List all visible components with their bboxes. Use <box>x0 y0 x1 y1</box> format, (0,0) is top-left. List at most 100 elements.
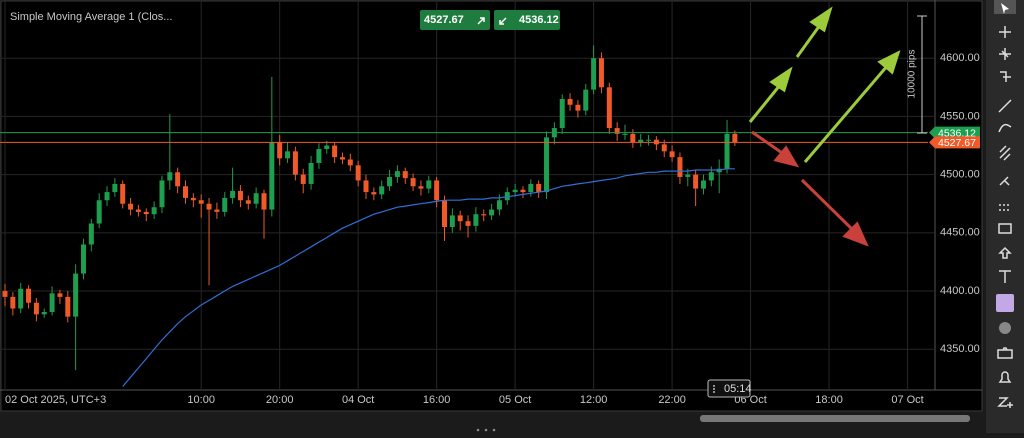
candle-body <box>190 197 196 201</box>
candle-body <box>410 178 416 187</box>
candle-body <box>536 183 542 193</box>
x-tick-label: 18:00 <box>815 394 843 406</box>
candle-body <box>700 180 706 189</box>
candle-body <box>465 221 471 226</box>
candle-body <box>49 293 55 312</box>
candle-body <box>10 296 16 309</box>
candle-body <box>724 133 730 169</box>
candle-body <box>339 157 345 160</box>
candle-body <box>441 200 447 228</box>
candle-body <box>489 209 495 216</box>
candle-body <box>559 98 565 129</box>
candle-body <box>363 180 369 193</box>
candle-body <box>394 171 400 177</box>
candle-body <box>575 104 581 111</box>
candle-body <box>614 128 620 134</box>
candle-body <box>324 145 330 150</box>
candle-body <box>520 189 526 193</box>
tool-alert[interactable] <box>998 371 1012 383</box>
candle-body <box>198 200 204 204</box>
candle-body <box>387 176 393 187</box>
candle-body <box>732 133 738 143</box>
grid: 4350.00 4400.00 4450.00 4500.00 4550.00 4600.… <box>0 0 982 406</box>
tool-color[interactable] <box>996 294 1014 312</box>
countdown: 05:14 <box>707 379 752 398</box>
candle-body <box>583 89 589 111</box>
candle-body <box>230 190 236 198</box>
tool-crosshair[interactable] <box>999 26 1011 38</box>
candle-body <box>96 200 102 224</box>
candle-body <box>512 189 518 193</box>
candle-body <box>316 149 322 163</box>
candle-body <box>544 137 550 193</box>
candle-body <box>285 151 291 159</box>
candle-body <box>708 172 714 181</box>
x-tick-label: 10:00 <box>187 394 215 406</box>
tool-width[interactable] <box>999 322 1011 334</box>
y-tick-label: 4600.00 <box>940 52 980 64</box>
tool-lines[interactable] <box>1000 71 1011 82</box>
toolbar <box>986 0 1024 433</box>
candle-body <box>379 186 385 195</box>
candle-body <box>355 165 361 181</box>
legend-entry: Simple Moving Average 1 (Clos... <box>10 11 172 23</box>
scrollbar[interactable] <box>0 412 982 432</box>
tool-levels[interactable] <box>999 204 1011 211</box>
tool-zoom[interactable] <box>997 397 1013 408</box>
buy-button[interactable] <box>494 10 560 30</box>
candle-body <box>128 203 134 210</box>
candle-body <box>2 291 8 297</box>
candle-body <box>65 296 71 317</box>
y-tick-label: 4450.00 <box>940 227 980 239</box>
candle-body <box>591 58 597 90</box>
y-tick-label: 4400.00 <box>940 285 980 297</box>
scroll-thumb[interactable] <box>700 415 970 422</box>
candle-body <box>677 157 683 177</box>
candle-body <box>245 200 251 204</box>
x-tick-label: 22:00 <box>658 394 686 406</box>
candle-body <box>481 214 487 216</box>
x-tick-label: 16:00 <box>423 394 451 406</box>
candle-body <box>269 142 275 210</box>
x-tick-label: 05 Oct <box>499 394 531 406</box>
measure-label: 10000 pips <box>907 50 918 99</box>
candle-body <box>496 200 502 210</box>
candle-body <box>80 244 86 274</box>
tool-trendline[interactable] <box>998 99 1012 113</box>
tool-channel[interactable] <box>999 145 1011 161</box>
candle-body <box>418 186 424 189</box>
annotations: 10000 pips <box>748 6 927 247</box>
candle-body <box>622 133 628 135</box>
candle-body <box>26 288 32 303</box>
candle-body <box>292 151 298 175</box>
tool-point[interactable] <box>999 48 1011 60</box>
candle-body <box>473 214 479 226</box>
x-tick-label: 12:00 <box>580 394 608 406</box>
tool-text[interactable] <box>999 270 1011 283</box>
candle-body <box>159 180 165 208</box>
tool-fib[interactable] <box>999 176 1010 186</box>
candle-body <box>606 87 612 129</box>
x-tick-label: 04 Oct <box>342 394 374 406</box>
candle-body <box>347 159 353 166</box>
tool-screenshot[interactable] <box>997 347 1013 359</box>
trade-buttons[interactable]: 4527.67 4536.12 <box>420 10 560 30</box>
x-tick-label: 02 Oct 2025, UTC+3 <box>5 394 106 406</box>
tool-curve[interactable] <box>998 123 1012 133</box>
candle-body <box>120 183 126 204</box>
candle-body <box>402 171 408 179</box>
sell-button[interactable] <box>420 10 490 30</box>
candle-body <box>112 183 118 193</box>
candle-body <box>661 144 667 152</box>
candle-body <box>143 211 149 215</box>
tool-rectangle[interactable] <box>998 223 1012 234</box>
countdown-box <box>707 379 751 398</box>
candle-body <box>88 223 94 245</box>
candle-body <box>638 139 644 143</box>
candle-body <box>528 183 534 193</box>
candle-body <box>308 162 314 184</box>
bid-tag-label: 4527.67 <box>938 137 976 149</box>
tool-arrow[interactable] <box>998 246 1012 259</box>
